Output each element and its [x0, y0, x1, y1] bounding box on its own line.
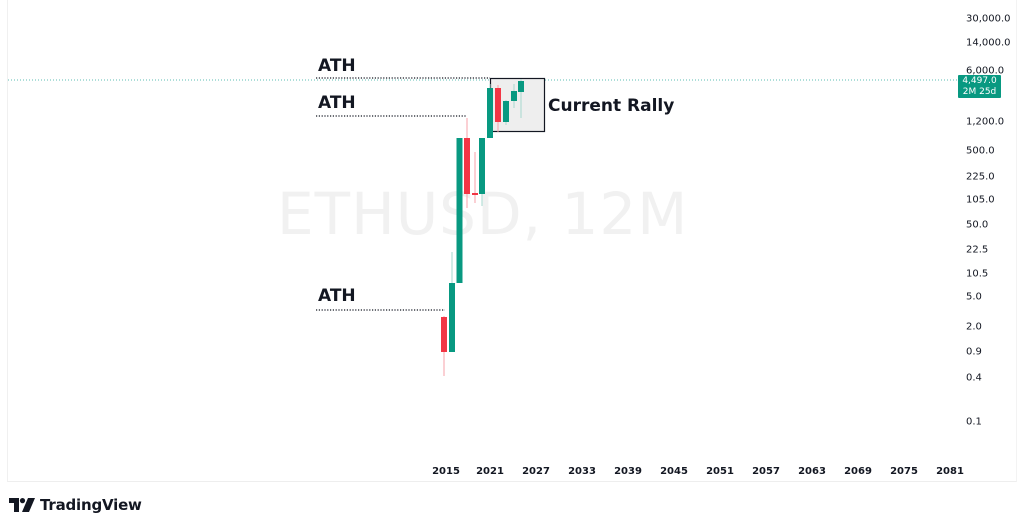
- x-tick: 2075: [890, 466, 918, 477]
- ath-label-top: ATH: [318, 56, 356, 76]
- x-tick: 2027: [522, 466, 550, 477]
- x-tick: 2039: [614, 466, 642, 477]
- ath-label-mid: ATH: [318, 93, 356, 113]
- tradingview-wordmark: TradingView: [40, 496, 142, 514]
- chart-frame: [7, 0, 1017, 482]
- tradingview-branding[interactable]: TradingView: [9, 496, 142, 514]
- tradingview-logo-icon: [9, 498, 35, 512]
- y-tick: 22.5: [966, 244, 989, 256]
- candle-countdown: 2M 25d: [962, 87, 997, 97]
- y-tick: 14,000.0: [966, 37, 1011, 49]
- x-tick: 2057: [752, 466, 780, 477]
- current-price-tag: 4,497.0 2M 25d: [958, 75, 1001, 98]
- y-tick: 2.0: [966, 321, 982, 333]
- y-tick: 0.4: [966, 372, 982, 384]
- x-tick: 2051: [706, 466, 734, 477]
- x-tick: 2045: [660, 466, 688, 477]
- x-tick: 2033: [568, 466, 596, 477]
- x-tick: 2081: [936, 466, 964, 477]
- y-tick: 30,000.0: [966, 13, 1011, 25]
- y-tick: 10.5: [966, 268, 989, 280]
- y-tick: 500.0: [966, 145, 995, 157]
- y-tick: 6,000.0: [966, 65, 1005, 77]
- y-tick: 0.1: [966, 416, 982, 428]
- x-tick: 2021: [476, 466, 504, 477]
- candles: [441, 79, 524, 376]
- y-tick: 50.0: [966, 219, 989, 231]
- current-rally-label: Current Rally: [548, 96, 675, 116]
- y-tick: 105.0: [966, 194, 995, 206]
- current-price-value: 4,497.0: [962, 76, 997, 86]
- ath-label-low: ATH: [318, 286, 356, 306]
- y-tick: 5.0: [966, 291, 982, 303]
- y-tick: 0.9: [966, 346, 982, 358]
- x-tick: 2063: [798, 466, 826, 477]
- y-tick: 1,200.0: [966, 116, 1005, 128]
- y-tick: 225.0: [966, 171, 995, 183]
- x-tick: 2015: [432, 466, 460, 477]
- x-tick: 2069: [844, 466, 872, 477]
